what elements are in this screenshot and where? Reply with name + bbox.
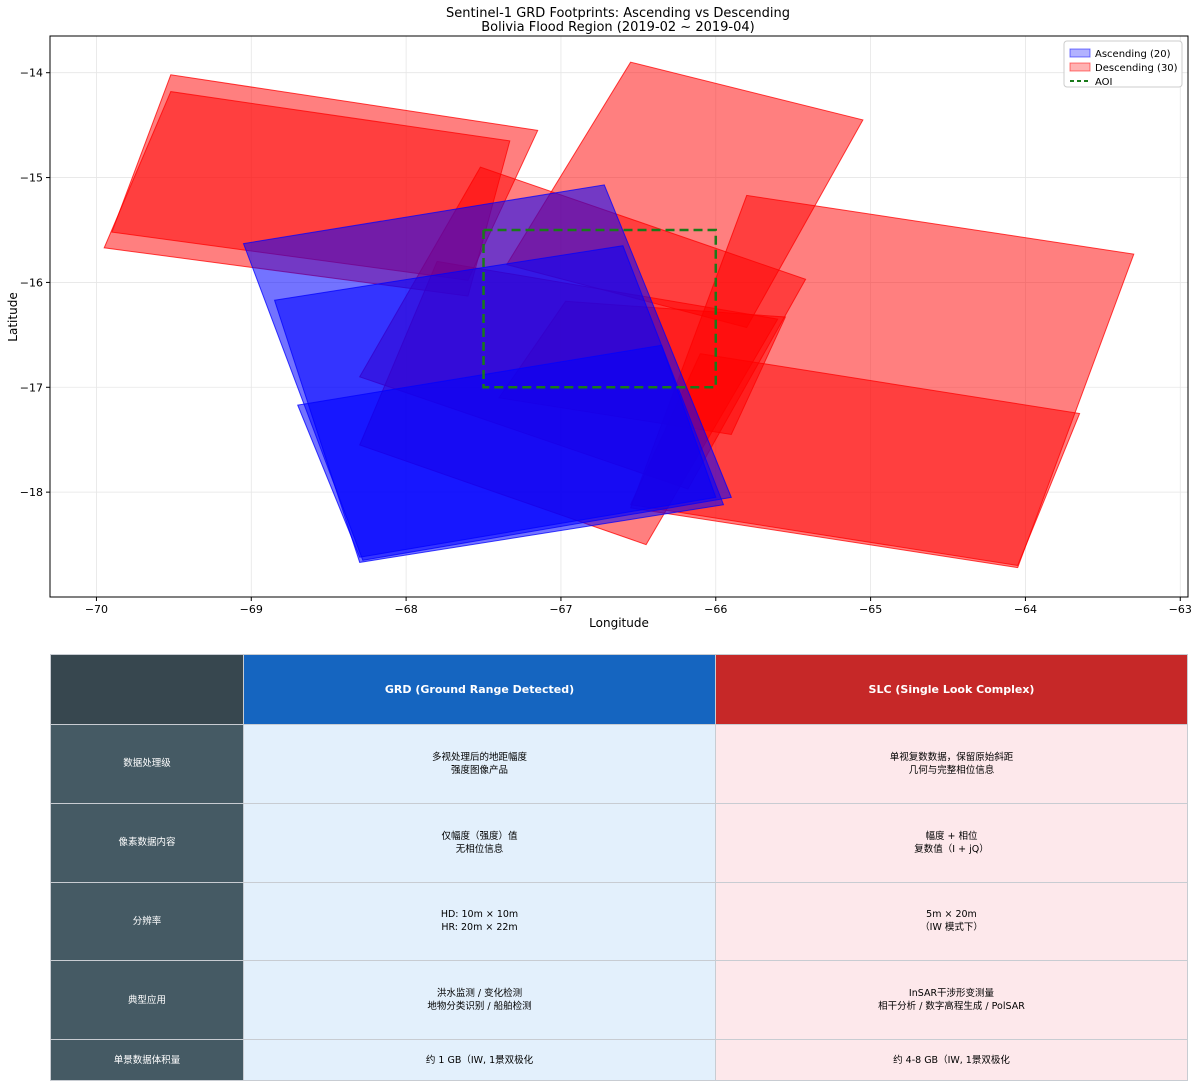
grd-cell: 约 1 GB（IW, 1景双极化 — [243, 1039, 716, 1081]
table-row: 像素数据内容 仅幅度（强度）值 无相位信息 幅度 + 相位 复数值（I + jQ… — [50, 802, 1188, 883]
chart-subtitle: Bolivia Flood Region (2019-02 ~ 2019-04) — [481, 20, 754, 35]
row-label: 像素数据内容 — [50, 802, 244, 883]
table-header-row: GRD (Ground Range Detected) SLC (Single … — [50, 654, 1188, 725]
table-row: 分辨率 HD: 10m × 10m HR: 20m × 22m 5m × 20m… — [50, 881, 1188, 962]
grd-cell: 仅幅度（强度）值 无相位信息 — [243, 802, 716, 883]
legend-label-2: AOI — [1095, 77, 1113, 88]
x-axis-label: Longitude — [589, 616, 649, 630]
y-tick-label: −14 — [20, 67, 43, 80]
slc-cell: 约 4-8 GB（IW, 1景双极化 — [715, 1039, 1188, 1081]
legend-box — [1063, 40, 1183, 88]
row-label: 典型应用 — [50, 960, 244, 1041]
chart-title: Sentinel-1 GRD Footprints: Ascending vs … — [446, 6, 790, 21]
slc-cell: 单视复数数据，保留原始斜距 几何与完整相位信息 — [715, 724, 1188, 804]
table-corner-cell — [50, 654, 244, 725]
aoi-layer — [482, 228, 718, 389]
legend: Ascending (20) Descending (30) AOI — [1063, 40, 1183, 88]
grd-column-header: GRD (Ground Range Detected) — [243, 654, 716, 725]
slc-cell: 幅度 + 相位 复数值（I + jQ） — [715, 802, 1188, 883]
x-tick-label: −64 — [1014, 603, 1037, 616]
grd-cell: HD: 10m × 10m HR: 20m × 22m — [243, 881, 716, 962]
table-row: 数据处理级 多视处理后的地距幅度 强度图像产品 单视复数数据，保留原始斜距 几何… — [50, 724, 1188, 804]
slc-cell: InSAR干涉形变测量 相干分析 / 数字高程生成 / PolSAR — [715, 960, 1188, 1041]
x-tick-label: −70 — [85, 603, 108, 616]
grd-cell: 洪水监测 / 变化检测 地物分类识别 / 船舶检测 — [243, 960, 716, 1041]
x-tick-label: −63 — [1169, 603, 1192, 616]
footprint-polygons — [103, 61, 1135, 569]
footprint-chart: Sentinel-1 GRD Footprints: Ascending vs … — [6, 6, 1192, 630]
legend-swatch-0 — [1069, 48, 1091, 58]
comparison-table-container: GRD (Ground Range Detected) SLC (Single … — [50, 654, 1188, 1081]
aoi-rectangle — [482, 228, 718, 389]
y-tick-label: −15 — [20, 172, 43, 185]
legend-swatch-1 — [1069, 62, 1091, 72]
axis-ticks: −70 −69 −68 −67 −66 −65 −64 −63 −14 −15 −16 −17 −18 — [20, 67, 1192, 616]
plot-frame — [49, 35, 1189, 598]
y-axis-label: Latitude — [6, 292, 20, 341]
x-tick-label: −65 — [859, 603, 882, 616]
legend-label-0: Ascending (20) — [1095, 49, 1171, 60]
grd-cell: 多视处理后的地距幅度 强度图像产品 — [243, 724, 716, 804]
legend-label-1: Descending (30) — [1095, 63, 1178, 74]
row-label: 单景数据体积量 — [50, 1039, 244, 1081]
x-tick-label: −68 — [394, 603, 417, 616]
row-label: 分辨率 — [50, 881, 244, 962]
x-tick-label: −69 — [240, 603, 263, 616]
table-row: 典型应用 洪水监测 / 变化检测 地物分类识别 / 船舶检测 InSAR干涉形变… — [50, 960, 1188, 1041]
grd-slc-comparison-table: GRD (Ground Range Detected) SLC (Single … — [50, 654, 1188, 1081]
x-tick-label: −67 — [549, 603, 572, 616]
table-row: 单景数据体积量 约 1 GB（IW, 1景双极化 约 4-8 GB（IW, 1景… — [50, 1039, 1188, 1081]
slc-cell: 5m × 20m （IW 模式下） — [715, 881, 1188, 962]
y-tick-label: −18 — [20, 486, 43, 499]
footprint-ascending-10 — [297, 344, 717, 558]
x-tick-label: −66 — [704, 603, 727, 616]
y-tick-label: −16 — [20, 276, 43, 289]
y-tick-label: −17 — [20, 381, 43, 394]
slc-column-header: SLC (Single Look Complex) — [715, 654, 1188, 725]
row-label: 数据处理级 — [50, 724, 244, 804]
